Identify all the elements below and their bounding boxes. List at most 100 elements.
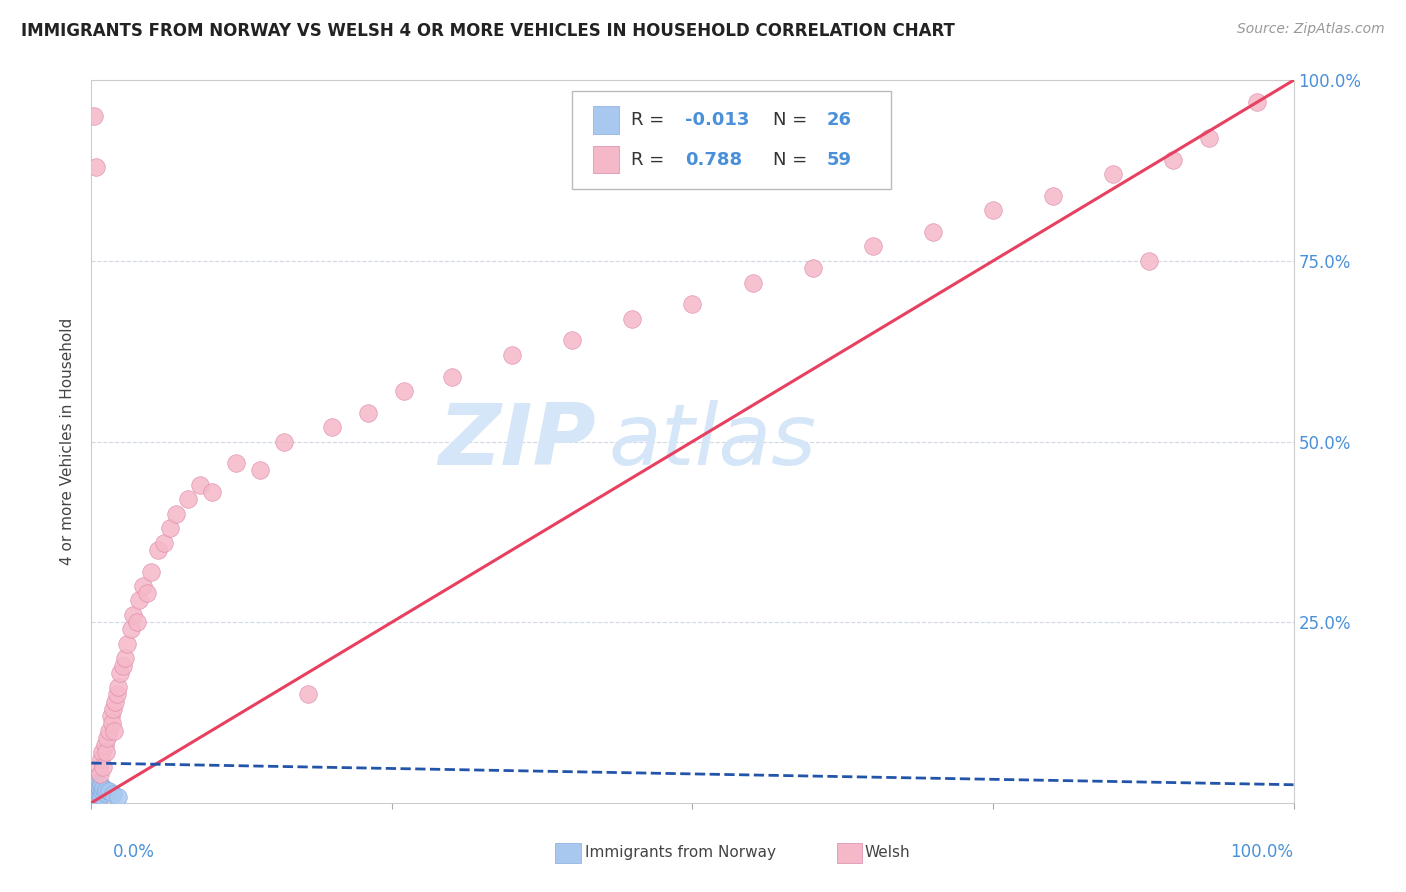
- Point: [93, 781, 115, 796]
- Point: [392, 384, 415, 398]
- Point: [96, 731, 118, 745]
- Point: [82, 778, 104, 792]
- Point: [83, 110, 105, 124]
- Point: [146, 542, 169, 557]
- Point: [104, 695, 127, 709]
- Point: [98, 723, 121, 738]
- Y-axis label: 4 or more Vehicles in Household: 4 or more Vehicles in Household: [60, 318, 76, 566]
- Point: [100, 709, 122, 723]
- Point: [1161, 153, 1184, 167]
- Point: [621, 311, 644, 326]
- Point: [84, 789, 107, 803]
- Text: N =: N =: [773, 111, 813, 129]
- Point: [83, 787, 105, 801]
- Point: [84, 781, 107, 796]
- Point: [82, 785, 104, 799]
- Point: [86, 790, 108, 805]
- Point: [86, 783, 108, 797]
- Point: [862, 239, 884, 253]
- Text: ZIP: ZIP: [439, 400, 596, 483]
- Point: [114, 651, 136, 665]
- Point: [135, 586, 157, 600]
- Point: [1102, 167, 1125, 181]
- Point: [84, 784, 107, 798]
- Text: atlas: atlas: [609, 400, 817, 483]
- Point: [152, 535, 174, 549]
- Point: [128, 593, 150, 607]
- Text: Welsh: Welsh: [865, 846, 910, 860]
- Point: [801, 261, 824, 276]
- Point: [89, 785, 111, 799]
- Text: IMMIGRANTS FROM NORWAY VS WELSH 4 OR MORE VEHICLES IN HOUSEHOLD CORRELATION CHAR: IMMIGRANTS FROM NORWAY VS WELSH 4 OR MOR…: [21, 22, 955, 40]
- Point: [981, 203, 1004, 218]
- Point: [83, 782, 105, 797]
- Point: [84, 786, 107, 800]
- Text: 26: 26: [827, 111, 852, 129]
- Text: Immigrants from Norway: Immigrants from Norway: [585, 846, 776, 860]
- Point: [176, 492, 198, 507]
- Point: [741, 276, 763, 290]
- Point: [90, 779, 112, 793]
- Point: [107, 680, 129, 694]
- Text: Source: ZipAtlas.com: Source: ZipAtlas.com: [1237, 22, 1385, 37]
- Point: [501, 348, 523, 362]
- Point: [1137, 253, 1160, 268]
- Point: [681, 297, 703, 311]
- FancyBboxPatch shape: [593, 146, 619, 173]
- Point: [86, 778, 108, 792]
- Point: [201, 485, 224, 500]
- Point: [440, 369, 463, 384]
- Point: [83, 780, 105, 794]
- Point: [249, 463, 271, 477]
- Point: [84, 160, 107, 174]
- Point: [105, 687, 128, 701]
- Point: [90, 789, 112, 803]
- Point: [98, 784, 121, 798]
- Point: [101, 716, 124, 731]
- Point: [107, 790, 129, 805]
- Point: [91, 784, 114, 798]
- Text: N =: N =: [773, 151, 813, 169]
- Point: [188, 478, 211, 492]
- Point: [297, 687, 319, 701]
- Text: -0.013: -0.013: [685, 111, 749, 129]
- Point: [103, 723, 125, 738]
- Point: [922, 225, 945, 239]
- Text: 100.0%: 100.0%: [1230, 843, 1294, 861]
- Point: [225, 456, 247, 470]
- Point: [357, 406, 380, 420]
- Point: [93, 786, 115, 800]
- Point: [94, 782, 117, 797]
- Point: [87, 787, 110, 801]
- Point: [94, 745, 117, 759]
- Point: [122, 607, 145, 622]
- Point: [120, 623, 142, 637]
- Point: [110, 665, 132, 680]
- Point: [165, 507, 187, 521]
- Point: [91, 745, 114, 759]
- Point: [87, 760, 110, 774]
- Point: [321, 420, 343, 434]
- Point: [117, 637, 139, 651]
- Point: [111, 658, 134, 673]
- Point: [93, 738, 115, 752]
- FancyBboxPatch shape: [572, 91, 891, 189]
- Point: [89, 767, 111, 781]
- Text: 0.0%: 0.0%: [112, 843, 155, 861]
- Point: [1246, 95, 1268, 109]
- Text: R =: R =: [631, 111, 671, 129]
- Point: [93, 760, 115, 774]
- Point: [561, 334, 583, 348]
- Text: R =: R =: [631, 151, 671, 169]
- Point: [1198, 131, 1220, 145]
- Point: [132, 579, 155, 593]
- Point: [159, 521, 181, 535]
- Point: [273, 434, 295, 449]
- Point: [87, 780, 110, 794]
- Text: 0.788: 0.788: [685, 151, 742, 169]
- Text: 59: 59: [827, 151, 852, 169]
- Point: [101, 787, 124, 801]
- Point: [90, 752, 112, 766]
- Point: [89, 782, 111, 797]
- Point: [141, 565, 163, 579]
